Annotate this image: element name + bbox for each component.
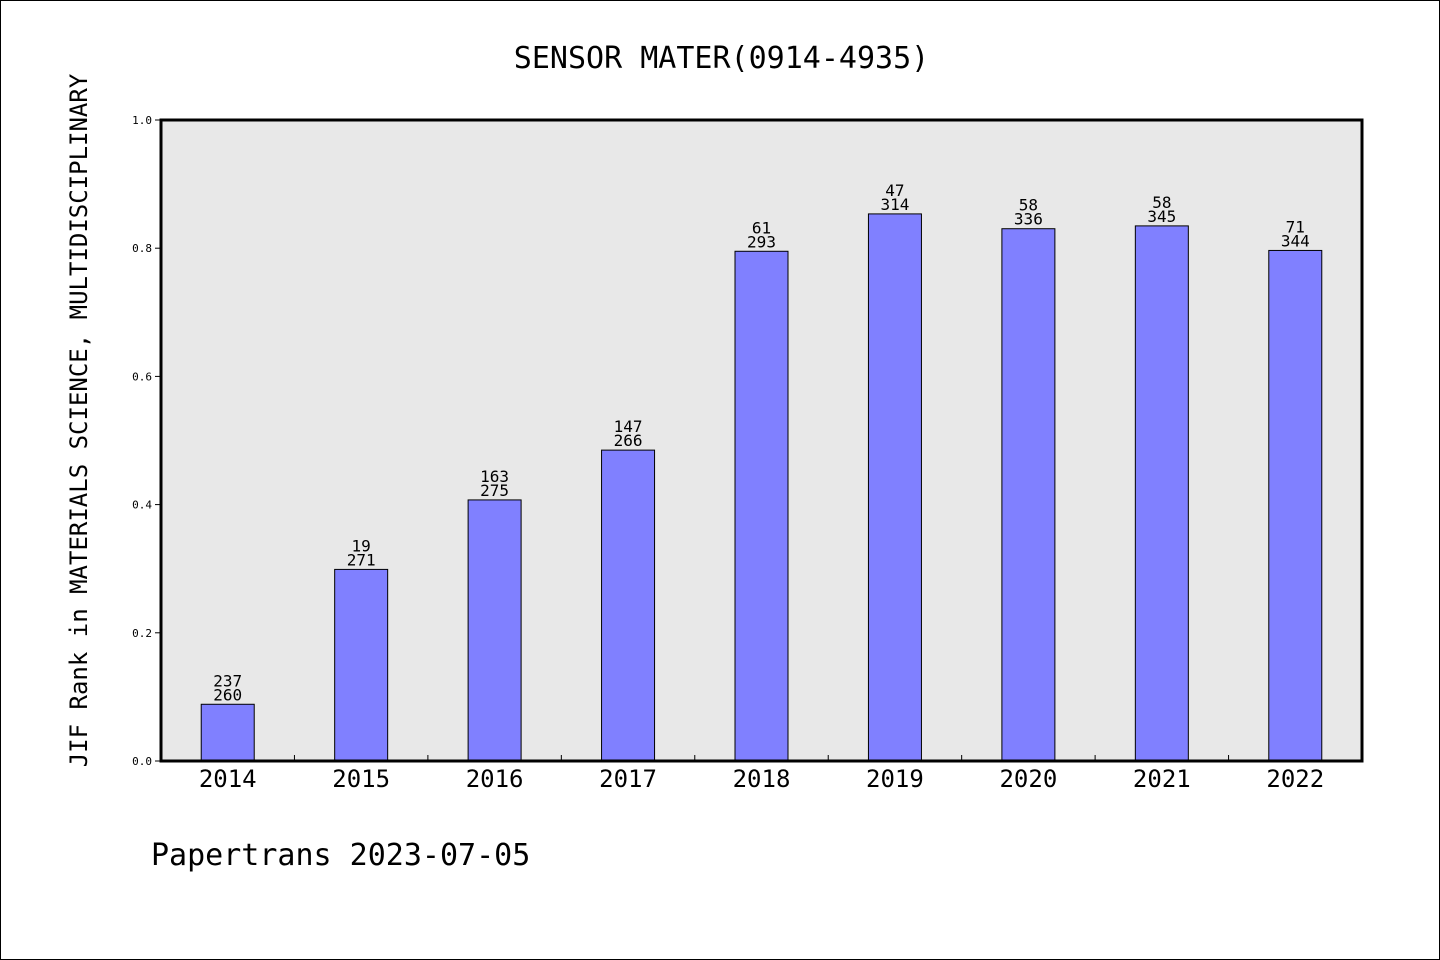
y-axis-label: JIF Rank in MATERIALS SCIENCE, MULTIDISC… bbox=[65, 73, 93, 767]
bar-label-rank-2015: 19 bbox=[352, 536, 371, 555]
bar-label-total-2022: 344 bbox=[1281, 231, 1310, 250]
bar-label-total-2014: 260 bbox=[213, 685, 242, 704]
bar-2014 bbox=[200, 703, 255, 762]
x-tick-label-2021: 2021 bbox=[1133, 765, 1191, 793]
bar-label-rank-2020: 58 bbox=[1019, 196, 1038, 215]
bar-label-total-2018: 293 bbox=[747, 232, 776, 251]
y-tick-label: 1.0 bbox=[132, 114, 152, 127]
chart-title: SENSOR MATER(0914-4935) bbox=[514, 41, 929, 76]
bar-2018 bbox=[734, 250, 789, 762]
bar-2020 bbox=[1001, 228, 1056, 762]
bar-label-total-2015: 271 bbox=[347, 550, 376, 569]
x-tick-label-2019: 2019 bbox=[866, 765, 924, 793]
bar-label-rank-2014: 237 bbox=[213, 671, 242, 690]
bar-label-rank-2018: 61 bbox=[752, 218, 771, 237]
bar-label-total-2020: 336 bbox=[1014, 210, 1043, 229]
x-tick-label-2018: 2018 bbox=[733, 765, 791, 793]
bar-2015 bbox=[334, 568, 389, 762]
bar-label-total-2016: 275 bbox=[480, 481, 509, 500]
y-tick-label: 0.4 bbox=[132, 499, 152, 512]
bar-label-rank-2017: 147 bbox=[614, 417, 643, 436]
footer-text: Papertrans 2023-07-05 bbox=[151, 838, 530, 873]
bar-2017 bbox=[601, 449, 656, 762]
bar-label-total-2019: 314 bbox=[880, 195, 909, 214]
y-tick-label: 0.2 bbox=[132, 627, 152, 640]
bar-label-rank-2022: 71 bbox=[1286, 217, 1305, 236]
bar-label-rank-2016: 163 bbox=[480, 467, 509, 486]
x-tick-label-2020: 2020 bbox=[999, 765, 1057, 793]
bar-label-total-2021: 345 bbox=[1147, 207, 1176, 226]
x-tick-label-2022: 2022 bbox=[1266, 765, 1324, 793]
x-tick-label-2016: 2016 bbox=[466, 765, 524, 793]
x-tick-label-2014: 2014 bbox=[199, 765, 257, 793]
bar-2016 bbox=[467, 499, 522, 762]
bar-label-rank-2021: 58 bbox=[1152, 193, 1171, 212]
bar-label-rank-2019: 47 bbox=[885, 181, 904, 200]
bar-label-total-2017: 266 bbox=[614, 431, 643, 450]
bar-2022 bbox=[1268, 249, 1323, 762]
y-tick-label: 0.8 bbox=[132, 242, 152, 255]
x-tick-label-2015: 2015 bbox=[332, 765, 390, 793]
x-tick-label-2017: 2017 bbox=[599, 765, 657, 793]
plot-border bbox=[159, 118, 1364, 763]
bar-2021 bbox=[1134, 225, 1189, 762]
y-tick-label: 0.0 bbox=[132, 755, 152, 768]
bar-2019 bbox=[867, 213, 922, 762]
y-tick-label: 0.6 bbox=[132, 370, 152, 383]
